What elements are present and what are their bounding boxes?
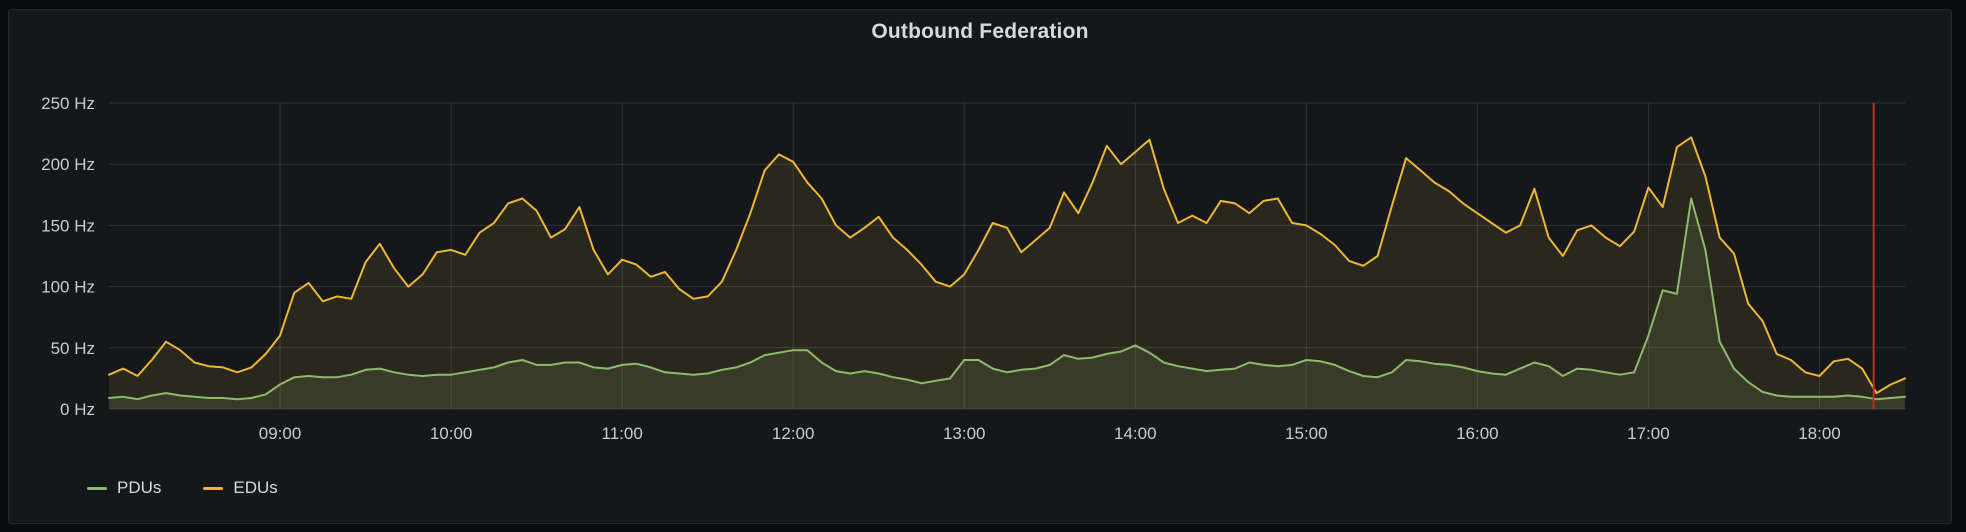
federation-chart[interactable]: 0 Hz 50 Hz 100 Hz 150 Hz 200 Hz 250 Hz 09:00 10… bbox=[9, 10, 1953, 525]
y-tick-label: 150 Hz bbox=[41, 216, 95, 235]
chart-svg[interactable]: 0 Hz 50 Hz 100 Hz 150 Hz 200 Hz 250 Hz 09:00 10… bbox=[9, 10, 1953, 525]
pdus-series-swatch bbox=[87, 486, 107, 490]
x-tick-label: 16:00 bbox=[1456, 424, 1499, 443]
x-tick-label: 09:00 bbox=[259, 424, 302, 443]
edus-area bbox=[109, 137, 1905, 410]
y-tick-label: 0 Hz bbox=[60, 400, 95, 419]
grid-lines bbox=[109, 102, 1905, 410]
y-tick-label: 50 Hz bbox=[51, 339, 95, 358]
y-tick-label: 100 Hz bbox=[41, 278, 95, 297]
edus-line bbox=[108, 136, 1906, 395]
pdus-line bbox=[108, 197, 1906, 401]
x-tick-label: 10:00 bbox=[430, 424, 473, 443]
x-tick-label: 12:00 bbox=[772, 424, 815, 443]
panel-title[interactable]: Outbound Federation bbox=[871, 20, 1089, 43]
x-axis-labels: 09:00 10:00 11:00 12:00 13:00 14:00 15:00 16:00… bbox=[259, 424, 1841, 443]
y-axis-labels: 0 Hz 50 Hz 100 Hz 150 Hz 200 Hz 250 Hz bbox=[41, 94, 95, 419]
x-tick-label: 17:00 bbox=[1627, 424, 1670, 443]
legend-item-edus[interactable]: EDUs bbox=[203, 478, 278, 498]
chart-legend: PDUs EDUs bbox=[87, 478, 278, 498]
legend-label-pdus: PDUs bbox=[117, 478, 162, 497]
edus-series-swatch bbox=[203, 486, 224, 490]
legend-label-edus: EDUs bbox=[233, 478, 278, 497]
x-tick-label: 18:00 bbox=[1798, 424, 1841, 443]
x-tick-label: 11:00 bbox=[602, 424, 643, 443]
legend-item-pdus[interactable]: PDUs bbox=[87, 478, 161, 498]
x-tick-label: 13:00 bbox=[943, 424, 986, 443]
grafana-panel: Outbound Federation 0 Hz 50 Hz 100 Hz 150 H… bbox=[8, 9, 1952, 524]
y-tick-label: 200 Hz bbox=[41, 155, 95, 174]
x-tick-label: 15:00 bbox=[1285, 424, 1328, 443]
pdus-area bbox=[109, 198, 1905, 409]
y-tick-label: 250 Hz bbox=[41, 94, 95, 113]
x-tick-label: 14:00 bbox=[1114, 424, 1157, 443]
